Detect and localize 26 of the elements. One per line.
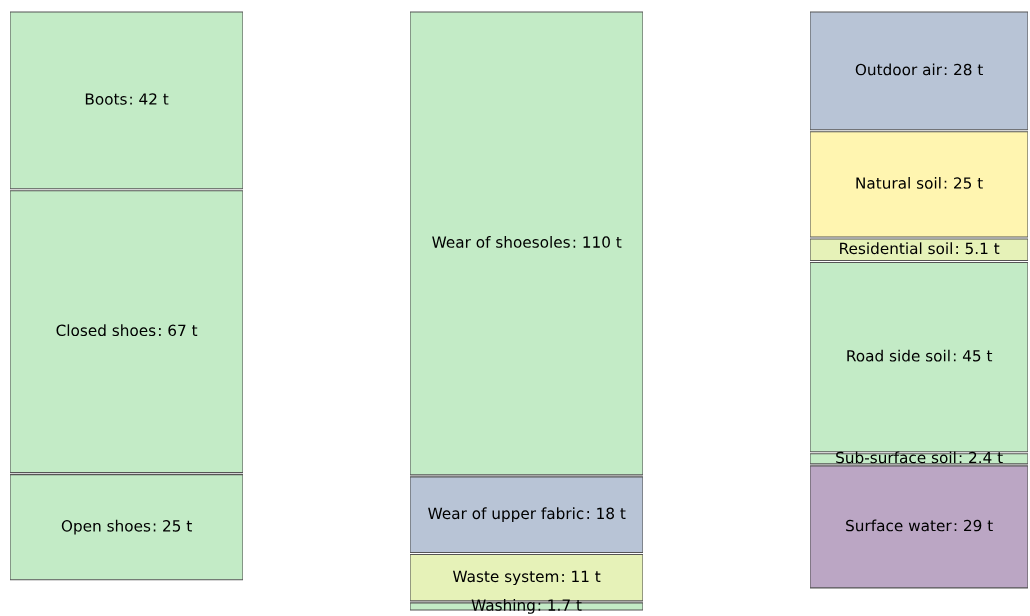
category-label: Outdoor air [855, 63, 942, 76]
data-label: : 2.4 t [959, 451, 1003, 464]
category-label: Washing [471, 599, 535, 614]
data-label: : 28 t [944, 63, 983, 76]
data-label: : 1.7 t [538, 599, 582, 611]
category-label: Residential soil [840, 242, 952, 255]
category-label: Sub-surface soil [836, 451, 956, 464]
category-label: Surface water [846, 519, 952, 532]
category-label: Wear of shoesoles [432, 236, 570, 248]
data-label: : 42 t [130, 93, 169, 105]
data-label: : 110 t [573, 236, 622, 248]
data-label: : 11 t [562, 570, 601, 582]
category-label: Open shoes [61, 519, 151, 535]
data-label: : 67 t [159, 324, 198, 337]
category-label: Wear of upper fabric [428, 507, 584, 523]
data-label: : 25 t [153, 520, 192, 532]
data-label: : 25 t [944, 177, 983, 189]
category-label: Natural soil [856, 177, 941, 189]
category-label: Road side soil [847, 349, 950, 362]
category-label: Waste system [452, 570, 559, 586]
category-label: Boots [85, 93, 127, 105]
data-label: : 45 t [953, 350, 993, 362]
data-label: : 5.1 t [956, 242, 1000, 255]
data-label: : 29 t [954, 519, 993, 532]
category-label: Closed shoes [56, 324, 156, 337]
data-label: : 18 t [587, 507, 626, 520]
